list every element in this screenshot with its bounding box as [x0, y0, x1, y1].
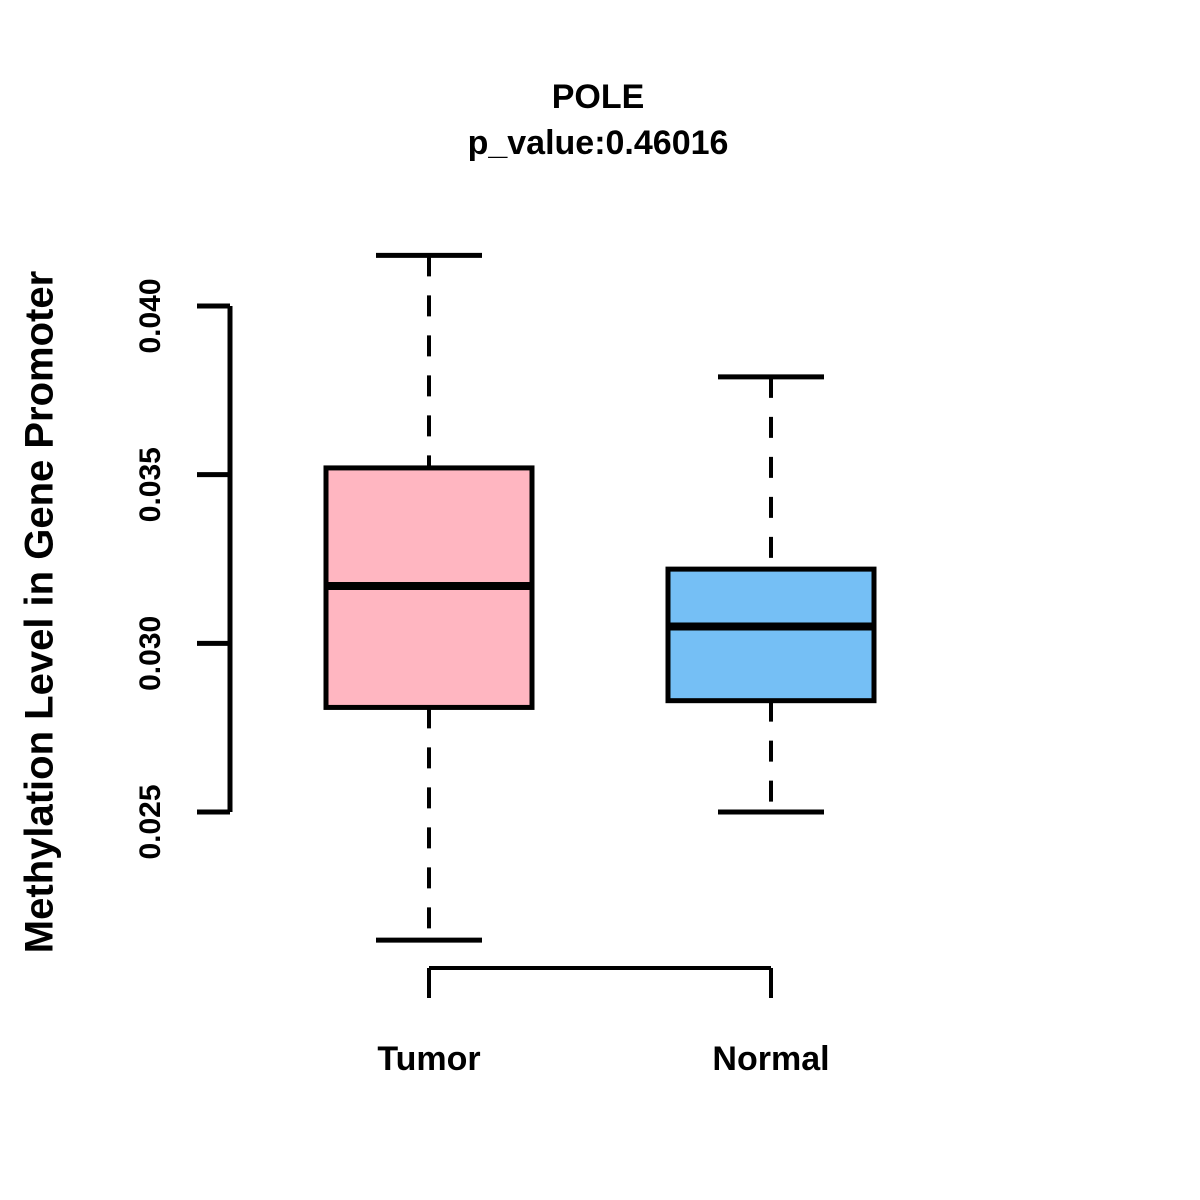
x-category-label-tumor: Tumor — [377, 1040, 480, 1078]
chart-subtitle: p_value:0.46016 — [467, 124, 729, 162]
y-axis-title: Methylation Level in Gene Promoter — [17, 270, 62, 954]
chart-title: POLE — [551, 78, 645, 116]
y-tick-label: 0.040 — [134, 278, 167, 353]
y-tick-label: 0.030 — [134, 616, 167, 691]
y-tick-label: 0.035 — [134, 447, 167, 522]
x-category-label-normal: Normal — [712, 1040, 829, 1078]
box-normal — [665, 566, 877, 704]
y-tick-label: 0.025 — [134, 784, 167, 859]
title-block: POLE p_value:0.46016 — [0, 74, 1196, 166]
